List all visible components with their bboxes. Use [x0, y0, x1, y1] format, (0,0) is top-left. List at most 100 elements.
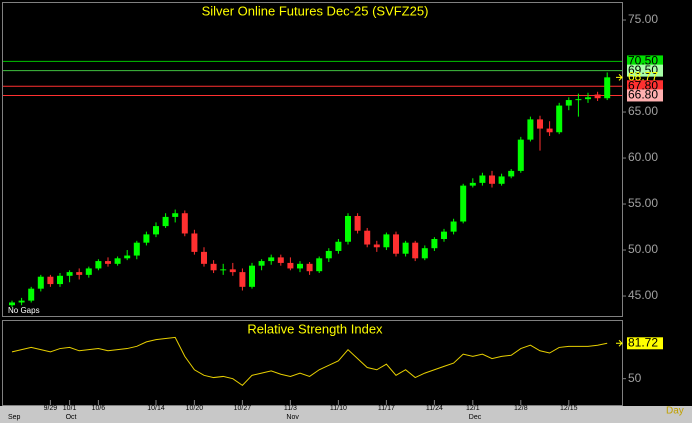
candle-body — [66, 272, 73, 276]
month-label: Oct — [66, 414, 77, 421]
level-label: 69.50 — [628, 63, 658, 77]
price-panel-frame — [2, 2, 623, 317]
level-box — [627, 55, 663, 68]
candle-body — [28, 288, 35, 301]
candle-body — [220, 269, 227, 271]
candle-body — [229, 269, 236, 273]
candle-body — [373, 244, 380, 248]
rsi-panel-frame — [2, 320, 623, 406]
candle-body — [335, 241, 342, 251]
date-strip — [0, 406, 692, 423]
candle-body — [537, 119, 543, 129]
x-tick-label: 10/6 — [92, 405, 106, 412]
candle-body — [575, 99, 582, 101]
candle-body — [479, 175, 486, 183]
x-tick-label: 10/20 — [186, 405, 204, 412]
candle-body — [47, 276, 54, 285]
rsi-value-label: 81.72 — [628, 335, 658, 349]
candle-body — [431, 238, 438, 249]
candle-body — [316, 258, 323, 272]
candle-body — [412, 242, 419, 259]
candle-body — [76, 272, 83, 275]
x-tick-label: 10/1 — [63, 405, 77, 412]
level-label: 68.77 — [628, 70, 658, 84]
level-label: 66.80 — [628, 88, 658, 102]
candle-body — [297, 263, 303, 269]
candle-body — [124, 255, 131, 259]
candle-body — [191, 233, 198, 252]
rsi-line — [11, 336, 608, 387]
candle-body — [133, 242, 140, 256]
x-tick-label: 9/29 — [44, 405, 58, 412]
level-label: 67.80 — [628, 78, 658, 92]
candle-body — [325, 250, 332, 259]
candle-body — [498, 176, 505, 184]
candle-body — [181, 213, 188, 234]
month-label: Dec — [469, 414, 482, 421]
candle-body — [18, 300, 25, 303]
candle-body — [469, 182, 476, 186]
candle-body — [402, 242, 409, 254]
candle-body — [546, 128, 553, 133]
candle-body — [604, 77, 611, 99]
x-tick-label: 11/3 — [284, 405, 297, 412]
candle-body — [421, 248, 428, 259]
candle-body — [345, 215, 351, 242]
candle-body — [508, 170, 515, 177]
candle-body — [441, 231, 447, 239]
x-tick-label: 12/1 — [466, 405, 480, 412]
x-tick-label: 12/15 — [560, 405, 578, 412]
rsi-value-box — [627, 337, 663, 350]
candle-body — [556, 105, 563, 133]
candle-body — [517, 139, 524, 171]
rsi-tick-label: 50 — [628, 371, 642, 385]
x-tick-label: 10/14 — [147, 405, 165, 412]
x-tick-label: 11/17 — [378, 405, 395, 412]
candle-body — [287, 262, 294, 269]
candle-body — [114, 258, 121, 264]
candle-body — [95, 261, 102, 269]
candle-body — [594, 94, 601, 99]
candle-body — [277, 257, 284, 263]
x-tick-label: 12/8 — [514, 405, 528, 412]
y-tick-label: 50.00 — [628, 242, 658, 256]
candle-body — [585, 97, 591, 100]
candle-body — [249, 265, 255, 287]
candle-body — [306, 263, 313, 272]
y-tick-label: 45.00 — [628, 288, 658, 302]
candle-body — [354, 215, 361, 231]
candle-body — [85, 268, 92, 275]
candle-body — [153, 226, 159, 235]
candle-body — [162, 216, 169, 227]
level-box — [627, 80, 663, 93]
level-box — [627, 64, 663, 77]
candle-body — [258, 261, 265, 266]
y-tick-label: 75.00 — [628, 12, 658, 26]
candle-body — [450, 221, 457, 232]
candle-body — [210, 263, 217, 271]
x-tick-label: 10/27 — [234, 405, 252, 412]
candle-body — [460, 185, 467, 222]
y-tick-label: 60.00 — [628, 150, 658, 164]
x-tick-label: 11/24 — [426, 405, 443, 412]
rsi-arrow — [616, 339, 623, 347]
month-label: Nov — [286, 414, 299, 421]
candle-body — [9, 302, 15, 306]
gap-note: No Gaps — [8, 306, 40, 315]
y-tick-label: 55.00 — [628, 196, 658, 210]
candle-body — [143, 234, 150, 243]
rsi-title: Relative Strength Index — [247, 321, 383, 336]
level-box — [627, 89, 663, 102]
candle-body — [268, 257, 275, 262]
level-label: 70.50 — [628, 54, 658, 68]
candle-body — [393, 234, 399, 254]
candle-body — [57, 275, 63, 285]
candle-body — [364, 230, 371, 245]
level-arrow — [616, 73, 623, 81]
candle-body — [239, 272, 246, 287]
candle-body — [172, 213, 179, 217]
candle-body — [527, 119, 534, 140]
candle-body — [37, 276, 44, 289]
